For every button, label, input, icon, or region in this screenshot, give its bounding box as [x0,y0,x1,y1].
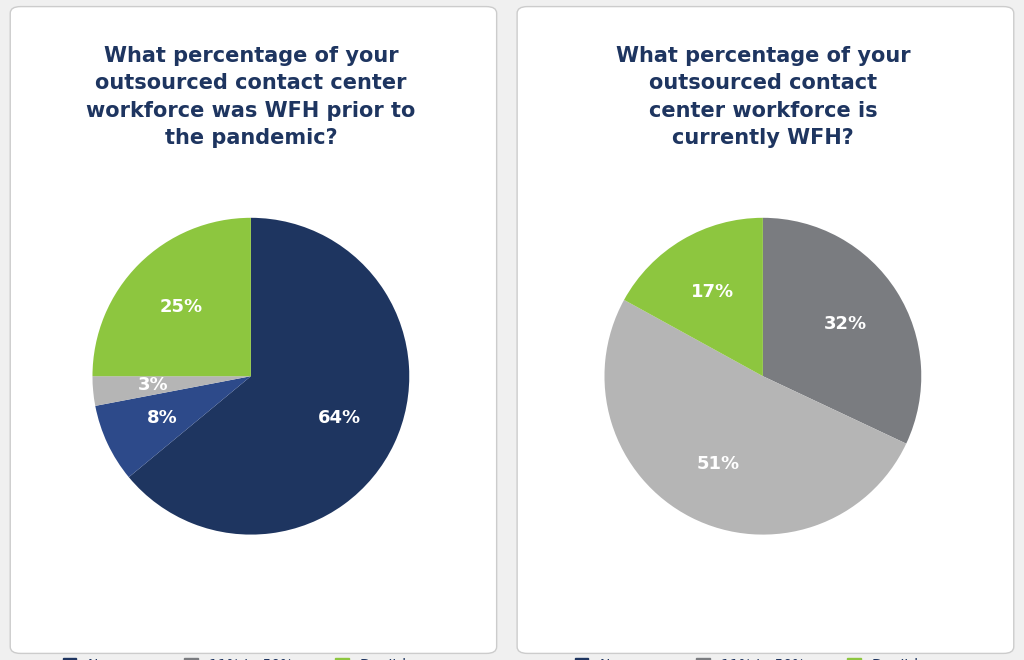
FancyBboxPatch shape [517,7,1014,653]
Text: 25%: 25% [160,298,203,315]
Text: 64%: 64% [318,409,361,427]
Text: 32%: 32% [824,315,867,333]
Text: What percentage of your
outsourced contact center
workforce was WFH prior to
the: What percentage of your outsourced conta… [86,46,416,148]
Text: 3%: 3% [138,376,168,395]
Wedge shape [763,218,922,444]
Text: 8%: 8% [146,409,177,427]
Legend: None, 1% to 10%, 11% to 50%, More than 50%, Don’t know: None, 1% to 10%, 11% to 50%, More than 5… [62,657,439,660]
Wedge shape [624,218,763,376]
Wedge shape [92,218,251,376]
Wedge shape [95,376,251,477]
Legend: None, 1% to 10%, 11% to 50%, More than 50%, Don’t know: None, 1% to 10%, 11% to 50%, More than 5… [574,657,951,660]
Wedge shape [129,218,410,535]
FancyBboxPatch shape [10,7,497,653]
Text: 51%: 51% [696,455,740,473]
Text: 17%: 17% [691,282,734,301]
Text: What percentage of your
outsourced contact
center workforce is
currently WFH?: What percentage of your outsourced conta… [615,46,910,148]
Wedge shape [604,300,906,535]
Wedge shape [92,376,251,406]
